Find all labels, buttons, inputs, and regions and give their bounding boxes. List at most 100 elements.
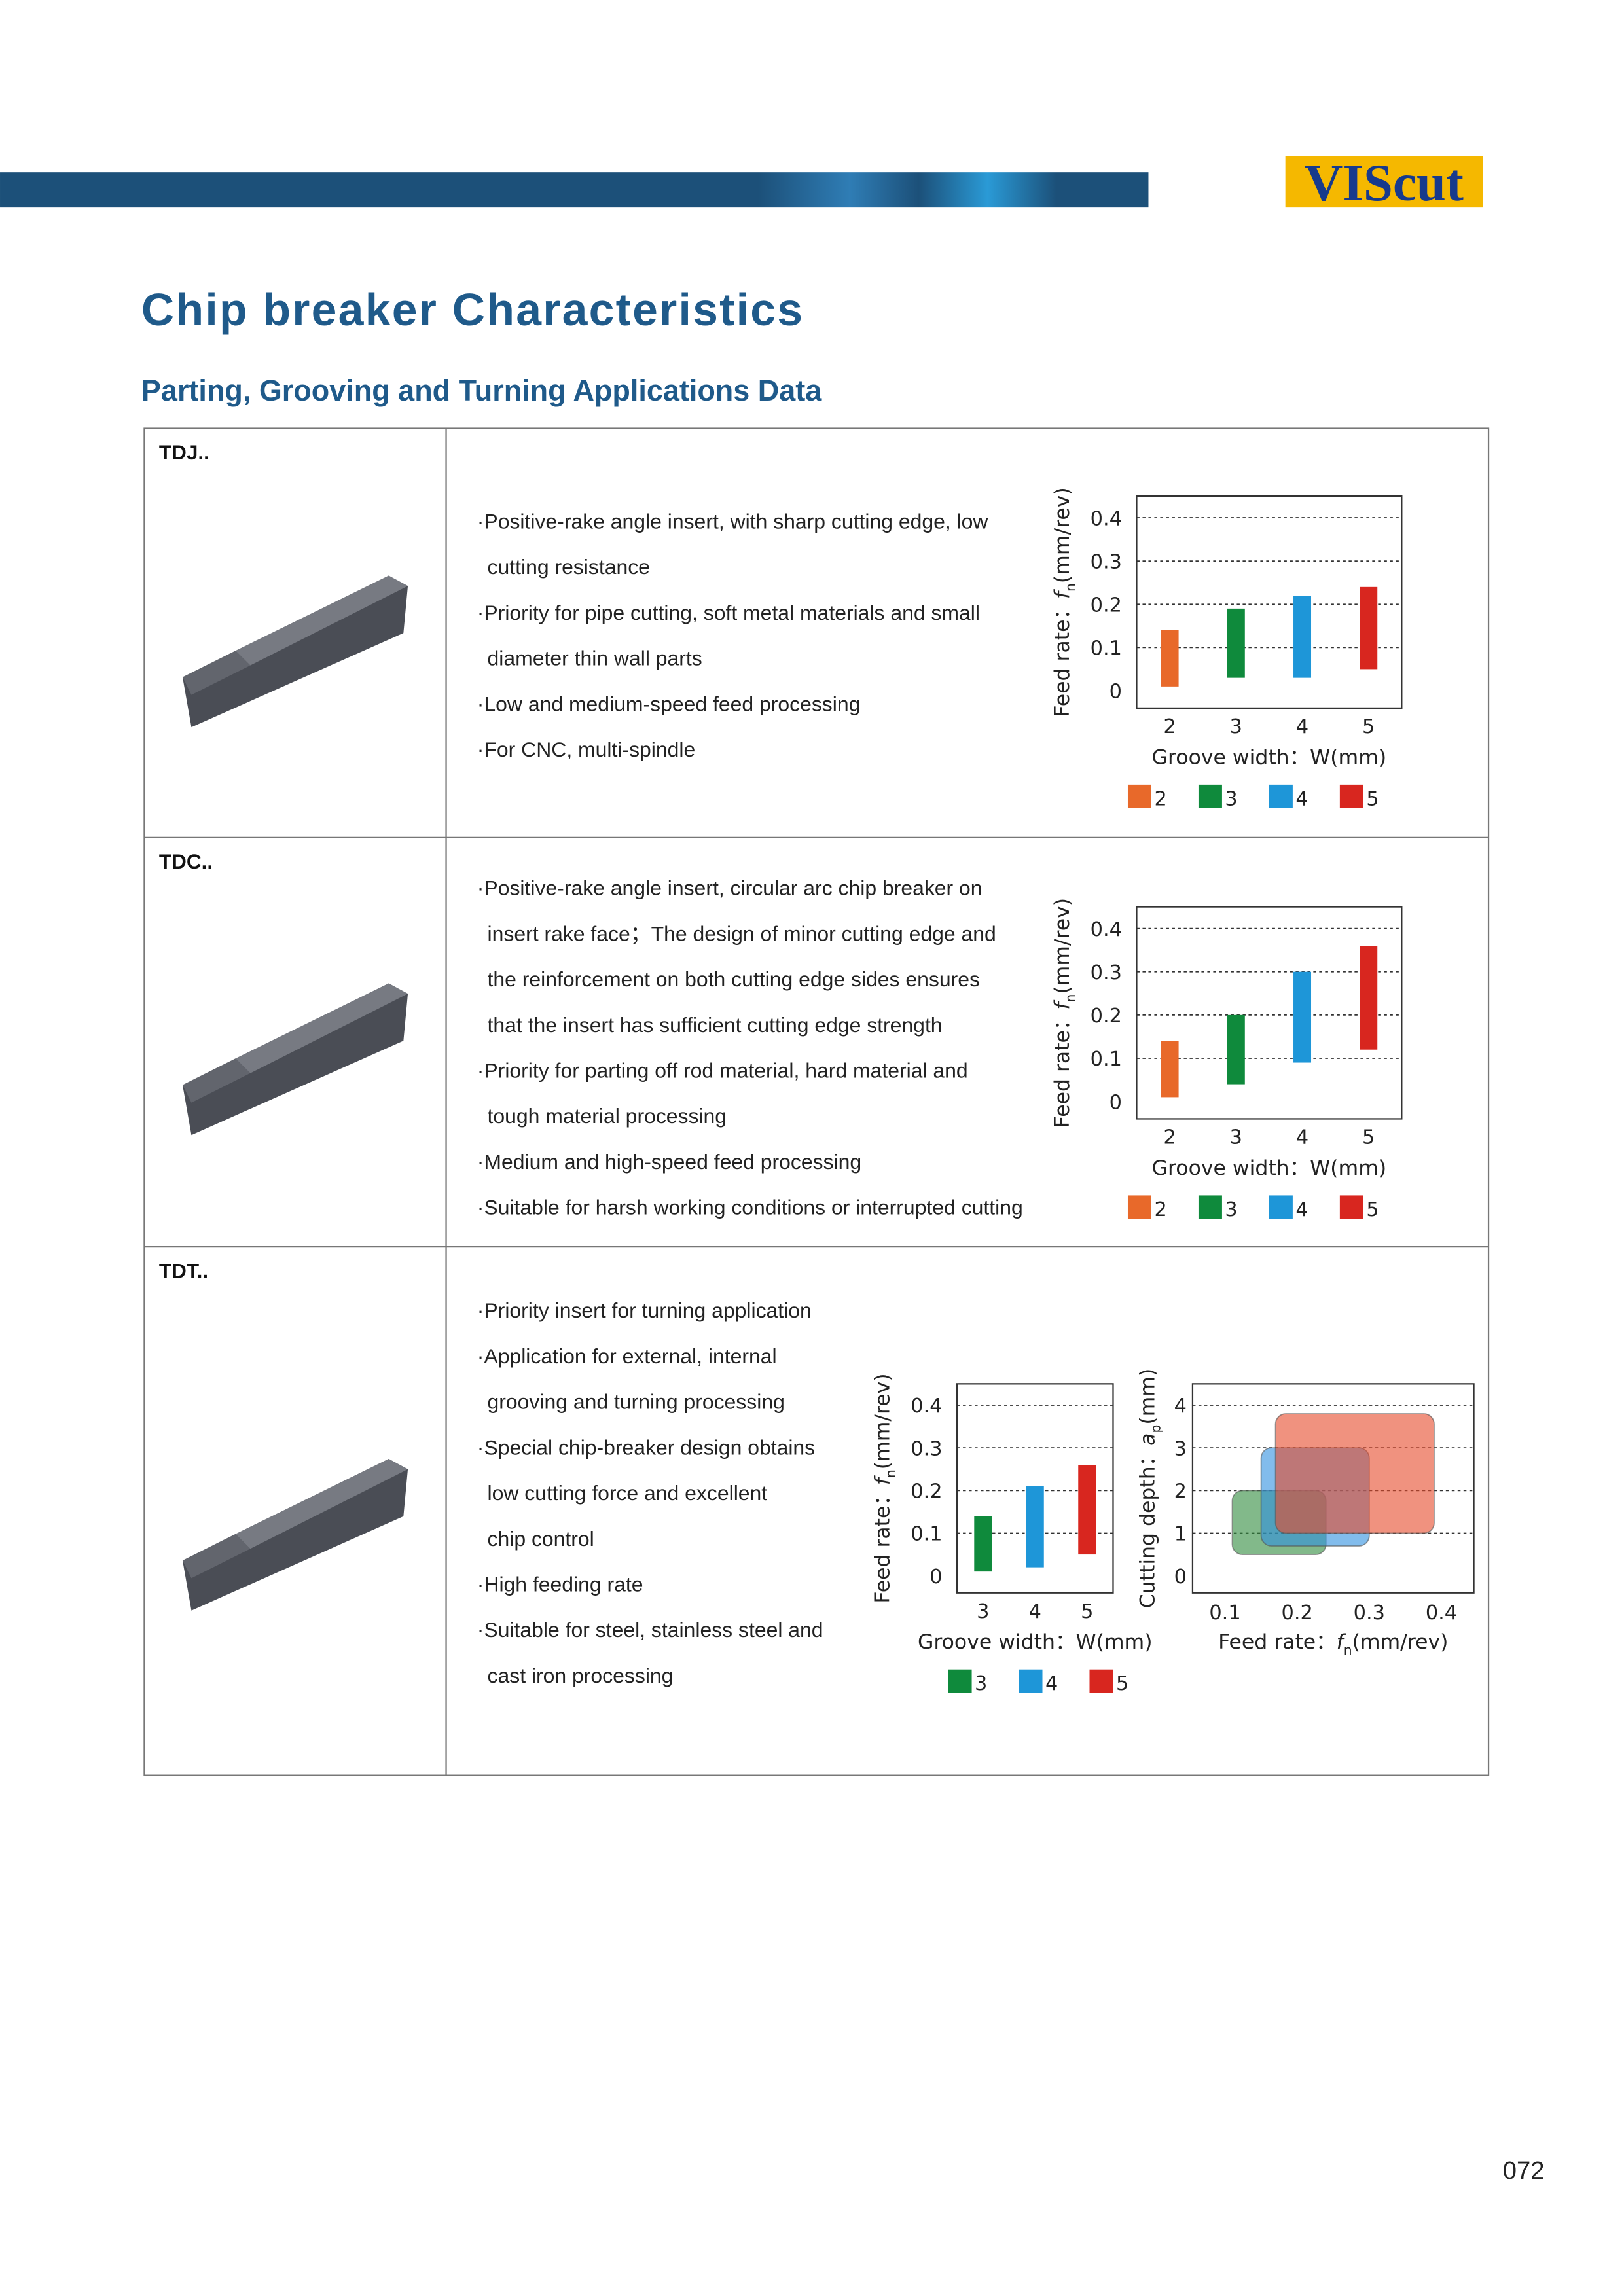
range-bar (1360, 586, 1378, 670)
y-tick-label: 0.1 (1091, 1048, 1122, 1071)
y-tick-label: 0.3 (911, 1437, 942, 1460)
range-bar (1227, 1014, 1245, 1085)
header-band (0, 172, 1149, 208)
legend-swatch (1089, 1669, 1113, 1693)
x-axis-label: Groove width：W(mm) (1152, 1157, 1387, 1180)
x-axis-label-unit: (mm/rev) (1352, 1630, 1449, 1654)
y-axis-label-text: Feed rate： (871, 1485, 895, 1604)
x-tick-label: 2 (1163, 715, 1176, 738)
y-tick-label: 0 (1110, 1091, 1122, 1114)
x-tick-label: 0.1 (1209, 1602, 1240, 1624)
feature-line: chip control (488, 1527, 594, 1551)
chart: 0 0.1 0.2 0.3 0.4 2 3 4 5 2 3 4 5 Groove width：W(mm) F… (1051, 487, 1403, 810)
feature-line: that the insert has sufficient cutting e… (488, 1013, 943, 1037)
feature-line: ·For CNC, multi-spindle (477, 738, 695, 761)
table-row: TDC.. ·Positive-rake angle insert, circul… (159, 850, 1403, 1221)
chart: 0 0.1 0.2 0.3 0.4 2 3 4 5 2 3 4 5 Groove width：W(mm) F… (1051, 898, 1403, 1221)
y-axis-label-symbol: a (1136, 1433, 1159, 1446)
y-axis-label: Feed rate：fn(mm/rev) (871, 1373, 899, 1603)
y-axis-label-text: Feed rate： (1051, 599, 1074, 717)
legend-swatch (1127, 1195, 1151, 1219)
chart: 0 1 2 3 4 0.1 0.2 0.3 0.4 Feed rate：fn(mm/rev) Cut… (1136, 1369, 1475, 1658)
plot-frame (956, 1383, 1114, 1594)
range-bar (1227, 608, 1245, 678)
page-number: 072 (1503, 2157, 1545, 2185)
y-tick-label: 3 (1174, 1437, 1187, 1460)
x-tick-label: 5 (1081, 1600, 1093, 1623)
table-frame (143, 427, 1490, 1776)
legend-label: 2 (1154, 787, 1166, 810)
legend-label: 3 (1225, 787, 1237, 810)
x-axis-label: Groove width：W(mm) (918, 1630, 1153, 1654)
feature-line: ·Special chip-breaker design obtains (477, 1435, 815, 1459)
feature-line: ·Priority insert for turning application (477, 1299, 812, 1322)
feature-line: the reinforcement on both cutting edge s… (488, 967, 980, 991)
y-tick-label: 0 (1174, 1566, 1187, 1588)
x-tick-label: 3 (977, 1600, 989, 1623)
y-axis-label-unit: (mm/rev) (871, 1373, 895, 1469)
insert-image (182, 1459, 408, 1611)
feature-line: ·High feeding rate (477, 1572, 643, 1596)
feature-line: ·Positive-rake angle insert, circular ar… (477, 876, 983, 900)
plot-frame (1136, 906, 1403, 1120)
legend-label: 5 (1116, 1672, 1128, 1695)
x-tick-label: 0.4 (1426, 1602, 1457, 1624)
x-tick-label: 4 (1296, 715, 1308, 738)
range-bar (1161, 630, 1179, 687)
x-tick-label: 3 (1230, 715, 1242, 738)
feature-line: ·Suitable for steel, stainless steel and (477, 1618, 823, 1641)
y-axis-label-text: Feed rate： (1051, 1010, 1074, 1128)
feature-line: ·Suitable for harsh working conditions o… (477, 1196, 1023, 1219)
feature-line: ·Priority for pipe cutting, soft metal m… (477, 601, 980, 624)
logo-box (1285, 156, 1483, 208)
legend-label: 4 (1295, 787, 1308, 810)
y-axis-label-text: Cutting depth： (1136, 1446, 1159, 1608)
x-tick-label: 0.3 (1354, 1602, 1385, 1624)
y-tick-label: 0.2 (1091, 1005, 1122, 1028)
legend-swatch (1198, 1195, 1222, 1219)
insert-image (182, 575, 408, 728)
y-axis-label-symbol: f (871, 1475, 895, 1485)
legend-label: 3 (975, 1672, 987, 1695)
feature-line: ·Positive-rake angle insert, with sharp … (477, 509, 989, 533)
feature-line: insert rake face；The design of minor cut… (488, 922, 996, 945)
y-tick-label: 0.4 (911, 1395, 942, 1418)
legend-swatch (1339, 1195, 1363, 1219)
y-axis-label: Feed rate：fn(mm/rev) (1051, 898, 1078, 1128)
page-title: Chip breaker Characteristics (141, 284, 804, 335)
page-subtitle: Parting, Grooving and Turning Applicatio… (141, 374, 822, 407)
x-tick-label: 4 (1296, 1126, 1308, 1149)
y-tick-label: 0.2 (911, 1480, 942, 1503)
x-axis-label: Feed rate：fn(mm/rev) (1218, 1630, 1448, 1658)
x-tick-label: 5 (1362, 715, 1375, 738)
y-tick-label: 0 (929, 1566, 942, 1588)
range-area (1274, 1413, 1435, 1534)
y-tick-label: 1 (1174, 1523, 1187, 1546)
table-row: TDT.. ·Priority insert for turning applic… (159, 1259, 1475, 1695)
range-bar (1360, 946, 1378, 1050)
y-axis-label: Cutting depth：ap(mm) (1136, 1369, 1163, 1609)
y-axis-label: Feed rate：fn(mm/rev) (1051, 487, 1078, 717)
feature-line: diameter thin wall parts (488, 647, 702, 670)
y-axis-label-sub: n (1062, 583, 1078, 592)
x-tick-label: 3 (1230, 1126, 1242, 1149)
y-axis-label-symbol: f (1051, 588, 1074, 599)
y-tick-label: 0.1 (1091, 637, 1122, 660)
feature-line: ·Application for external, internal (477, 1344, 777, 1368)
plot-frame (1136, 495, 1403, 709)
legend-swatch (1127, 784, 1151, 808)
feature-line: grooving and turning processing (488, 1390, 785, 1414)
legend-swatch (1019, 1669, 1043, 1693)
range-bar (974, 1516, 992, 1572)
chart: 0 0.1 0.2 0.3 0.4 3 4 5 3 4 5 Groove width：W(mm) Fee… (871, 1373, 1153, 1695)
feature-line: ·Priority for parting off rod material, … (477, 1058, 968, 1082)
x-axis-label: Groove width：W(mm) (1152, 745, 1387, 769)
range-bar (1161, 1041, 1179, 1098)
insert-code: TDC.. (159, 850, 213, 873)
insert-code: TDT.. (159, 1259, 208, 1282)
range-bar (1026, 1486, 1044, 1568)
legend-swatch (1269, 784, 1293, 808)
feature-line: cutting resistance (488, 555, 650, 579)
